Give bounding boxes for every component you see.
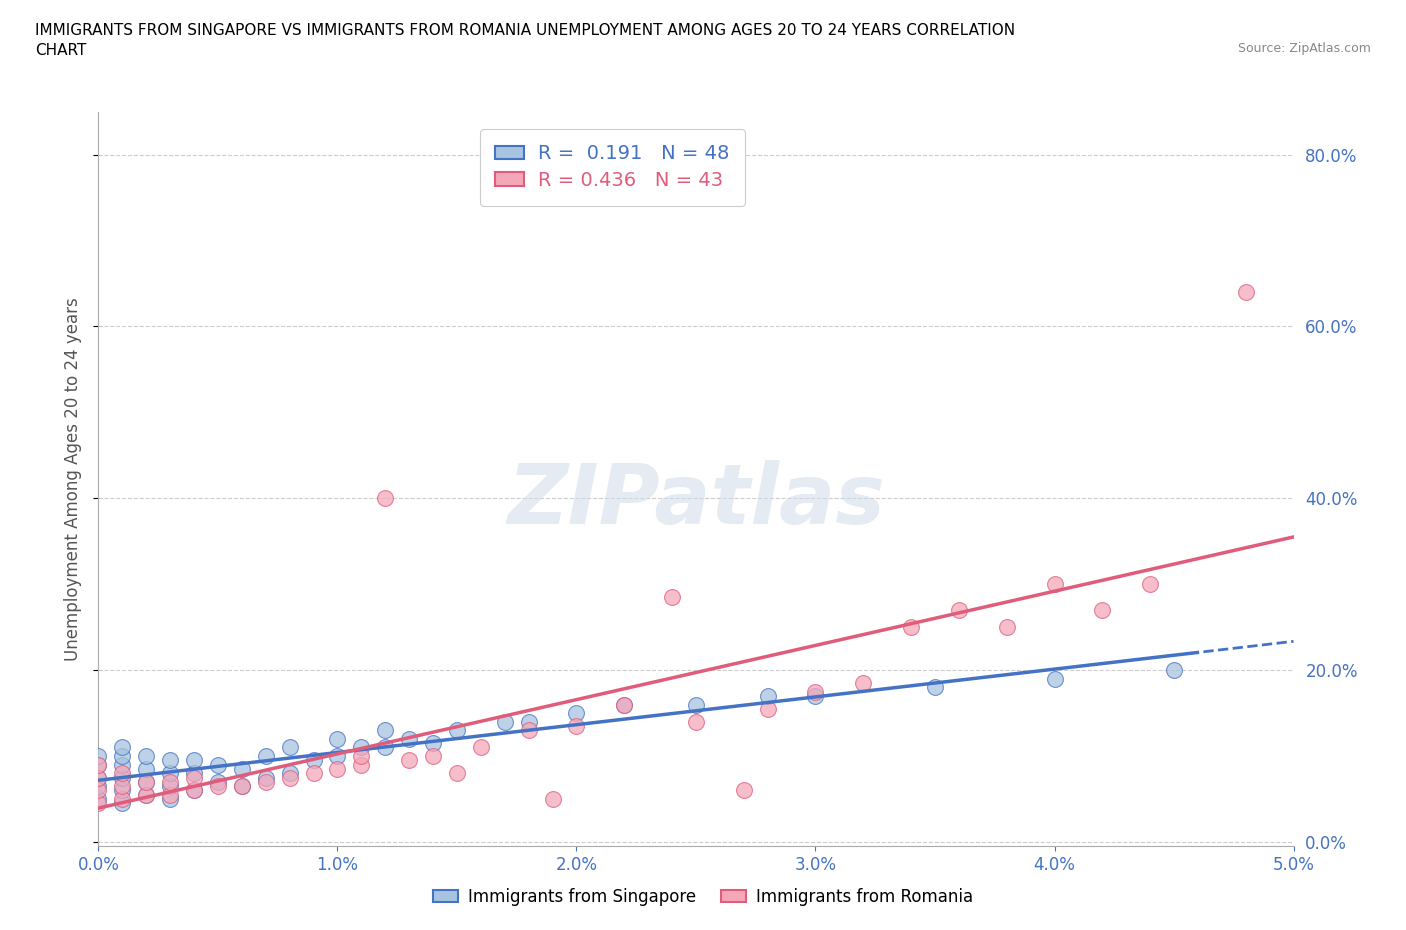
Point (111, 778, 134, 793)
Point (995, 619, 1018, 634)
Point (494, 714, 516, 729)
Point (183, 765, 205, 780)
Point (183, 770, 205, 785)
Point (326, 732, 349, 747)
Point (159, 791, 181, 806)
Point (517, 714, 540, 729)
Point (207, 778, 229, 793)
Legend: Immigrants from Singapore, Immigrants from Romania: Immigrants from Singapore, Immigrants fr… (426, 881, 980, 912)
Point (87, 770, 110, 785)
Point (254, 749, 277, 764)
Point (541, 791, 564, 806)
Point (87, 796, 110, 811)
Point (87, 757, 110, 772)
Text: Source: ZipAtlas.com: Source: ZipAtlas.com (1237, 42, 1371, 55)
Point (613, 698, 636, 712)
Point (159, 778, 181, 793)
Point (685, 714, 707, 729)
Point (374, 491, 396, 506)
Point (111, 791, 134, 806)
Point (135, 788, 157, 803)
Point (254, 770, 277, 785)
Point (302, 753, 325, 768)
Point (135, 749, 157, 764)
Point (374, 723, 396, 737)
Point (326, 762, 349, 777)
Point (159, 753, 181, 768)
Point (159, 775, 181, 790)
Point (1043, 671, 1066, 686)
Point (87, 778, 110, 793)
Point (87, 783, 110, 798)
Point (565, 719, 588, 734)
Point (111, 749, 134, 764)
Y-axis label: Unemployment Among Ages 20 to 24 years: Unemployment Among Ages 20 to 24 years (65, 297, 83, 661)
Point (135, 788, 157, 803)
Point (565, 706, 588, 721)
Point (278, 770, 301, 785)
Point (470, 740, 492, 755)
Point (613, 698, 636, 712)
Point (231, 762, 253, 777)
Point (517, 723, 540, 737)
Point (87, 791, 110, 806)
Point (374, 740, 396, 755)
Point (183, 783, 205, 798)
Point (733, 783, 755, 798)
Point (111, 740, 134, 755)
Point (111, 770, 134, 785)
Point (183, 753, 205, 768)
Point (87, 757, 110, 772)
Point (422, 749, 444, 764)
Point (756, 701, 779, 716)
Point (159, 788, 181, 803)
Point (87, 749, 110, 764)
Point (231, 778, 253, 793)
Point (135, 775, 157, 790)
Point (278, 765, 301, 780)
Point (804, 684, 827, 699)
Point (398, 732, 420, 747)
Point (1139, 577, 1161, 591)
Point (159, 765, 181, 780)
Point (302, 765, 325, 780)
Point (278, 740, 301, 755)
Point (1163, 663, 1185, 678)
Point (350, 749, 373, 764)
Text: IMMIGRANTS FROM SINGAPORE VS IMMIGRANTS FROM ROMANIA UNEMPLOYMENT AMONG AGES 20 : IMMIGRANTS FROM SINGAPORE VS IMMIGRANTS … (35, 23, 1015, 58)
Point (350, 740, 373, 755)
Point (254, 775, 277, 790)
Text: ZIPatlas: ZIPatlas (508, 460, 884, 541)
Point (111, 783, 134, 798)
Point (183, 783, 205, 798)
Point (1043, 577, 1066, 591)
Point (422, 736, 444, 751)
Point (804, 688, 827, 703)
Point (924, 680, 946, 695)
Point (326, 749, 349, 764)
Point (207, 757, 229, 772)
Point (87, 770, 110, 785)
Point (207, 775, 229, 790)
Point (1234, 285, 1257, 299)
Point (111, 765, 134, 780)
Point (948, 603, 970, 618)
Point (1091, 603, 1114, 618)
Point (135, 775, 157, 790)
Point (852, 675, 875, 690)
Legend: R =  0.191   N = 48, R = 0.436   N = 43: R = 0.191 N = 48, R = 0.436 N = 43 (479, 128, 745, 206)
Point (900, 619, 922, 634)
Point (661, 590, 683, 604)
Point (398, 753, 420, 768)
Point (446, 723, 468, 737)
Point (135, 762, 157, 777)
Point (756, 688, 779, 703)
Point (685, 698, 707, 712)
Point (111, 757, 134, 772)
Point (111, 796, 134, 811)
Point (446, 765, 468, 780)
Point (350, 757, 373, 772)
Point (231, 778, 253, 793)
